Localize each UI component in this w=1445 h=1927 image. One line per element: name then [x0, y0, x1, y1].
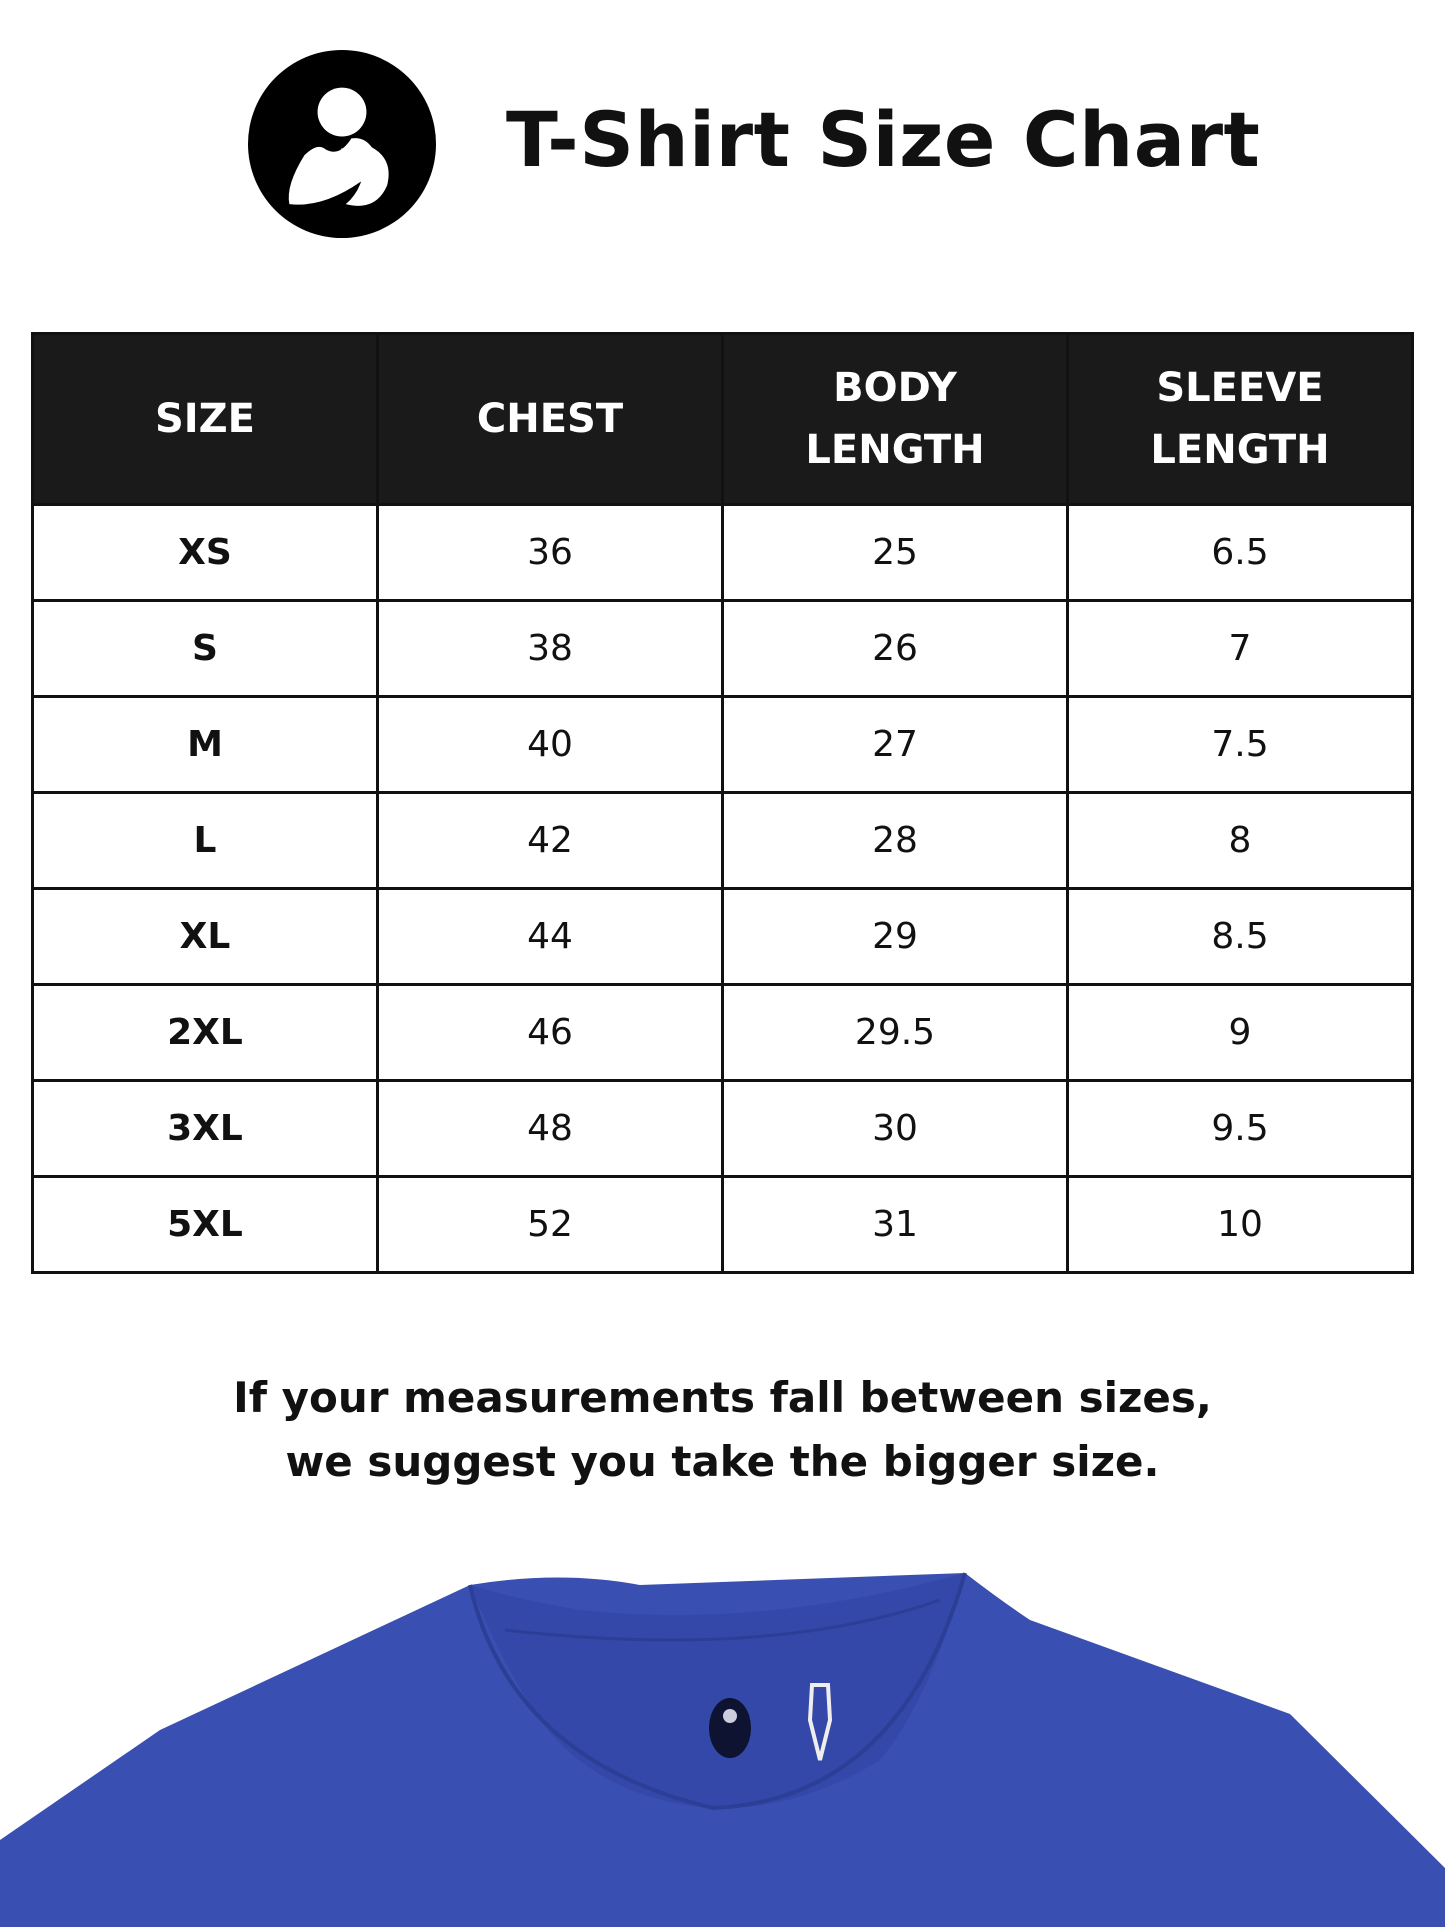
- sizing-advice: If your measurements fall between sizes,…: [0, 1366, 1445, 1494]
- column-header-size: SIZE: [31, 332, 379, 506]
- cell-sleeve-length: 10: [1066, 1175, 1414, 1274]
- cell-size: M: [31, 695, 379, 794]
- cell-body-length: 29.5: [721, 983, 1069, 1082]
- cell-size: 5XL: [31, 1175, 379, 1274]
- size-tag: [807, 1683, 833, 1761]
- cell-chest: 44: [376, 887, 724, 986]
- table-row: L 42 28 8: [31, 791, 1414, 890]
- cell-body-length: 31: [721, 1175, 1069, 1274]
- cell-size: L: [31, 791, 379, 890]
- cell-size: XS: [31, 503, 379, 602]
- table-row: S 38 26 7: [31, 599, 1414, 698]
- cell-chest: 42: [376, 791, 724, 890]
- column-header-body-length: BODY LENGTH: [721, 332, 1069, 506]
- table-row: 3XL 48 30 9.5: [31, 1079, 1414, 1178]
- cell-body-length: 29: [721, 887, 1069, 986]
- table-row: 2XL 46 29.5 9: [31, 983, 1414, 1082]
- cell-sleeve-length: 7: [1066, 599, 1414, 698]
- neck-label-logo-icon: [709, 1698, 751, 1758]
- cell-sleeve-length: 9: [1066, 983, 1414, 1082]
- sizing-advice-line-1: If your measurements fall between sizes,: [233, 1373, 1212, 1422]
- cell-chest: 46: [376, 983, 724, 1082]
- size-chart-table: SIZE CHEST BODY LENGTH SLEEVE LENGTH XS 36 2…: [31, 332, 1414, 1274]
- sizing-advice-line-2: we suggest you take the bigger size.: [285, 1437, 1160, 1486]
- cell-size: 2XL: [31, 983, 379, 1082]
- cell-chest: 52: [376, 1175, 724, 1274]
- cell-body-length: 25: [721, 503, 1069, 602]
- tshirt-image: [0, 1572, 1445, 1927]
- cell-size: 3XL: [31, 1079, 379, 1178]
- cell-chest: 38: [376, 599, 724, 698]
- cell-sleeve-length: 8.5: [1066, 887, 1414, 986]
- cell-size: XL: [31, 887, 379, 986]
- cell-sleeve-length: 8: [1066, 791, 1414, 890]
- table-row: XL 44 29 8.5: [31, 887, 1414, 986]
- cell-chest: 48: [376, 1079, 724, 1178]
- brand-logo-icon: [248, 50, 436, 238]
- cell-chest: 40: [376, 695, 724, 794]
- column-header-sleeve-length: SLEEVE LENGTH: [1066, 332, 1414, 506]
- cell-body-length: 30: [721, 1079, 1069, 1178]
- cell-sleeve-length: 6.5: [1066, 503, 1414, 602]
- cell-size: S: [31, 599, 379, 698]
- page-title: T-Shirt Size Chart: [506, 95, 1261, 184]
- cell-chest: 36: [376, 503, 724, 602]
- cell-body-length: 28: [721, 791, 1069, 890]
- table-row: M 40 27 7.5: [31, 695, 1414, 794]
- column-header-chest: CHEST: [376, 332, 724, 506]
- cell-sleeve-length: 7.5: [1066, 695, 1414, 794]
- table-row: XS 36 25 6.5: [31, 503, 1414, 602]
- cell-body-length: 26: [721, 599, 1069, 698]
- cell-body-length: 27: [721, 695, 1069, 794]
- table-row: 5XL 52 31 10: [31, 1175, 1414, 1274]
- table-header-row: SIZE CHEST BODY LENGTH SLEEVE LENGTH: [31, 332, 1414, 506]
- cell-sleeve-length: 9.5: [1066, 1079, 1414, 1178]
